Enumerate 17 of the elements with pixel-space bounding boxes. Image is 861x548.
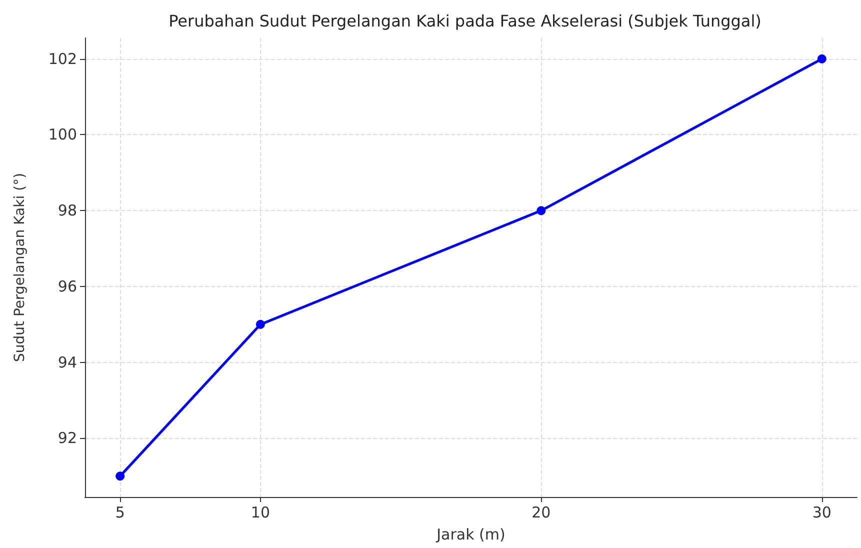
chart-title: Perubahan Sudut Pergelangan Kaki pada Fase Akselerasi (Subjek Tunggal): [168, 12, 762, 30]
point: [817, 54, 826, 64]
point: [116, 472, 125, 481]
y-axis-title: Sudut Pergelangan Kaki (°): [12, 172, 28, 362]
x-tick-label: 10: [250, 504, 270, 522]
y-tick-label: 92: [58, 429, 77, 448]
y-tick-label: 100: [48, 126, 77, 144]
x-tick-label: 30: [812, 504, 832, 522]
y-tick-label: 96: [58, 277, 77, 296]
x-axis-title: Jarak (m): [436, 526, 506, 544]
point: [256, 320, 265, 329]
x-tick-label: 5: [115, 504, 125, 522]
x-tick-label: 20: [532, 504, 551, 522]
y-tick-label: 94: [58, 353, 77, 372]
point: [536, 206, 546, 216]
y-tick-label: 98: [58, 202, 77, 220]
y-tick-label: 102: [48, 50, 77, 68]
